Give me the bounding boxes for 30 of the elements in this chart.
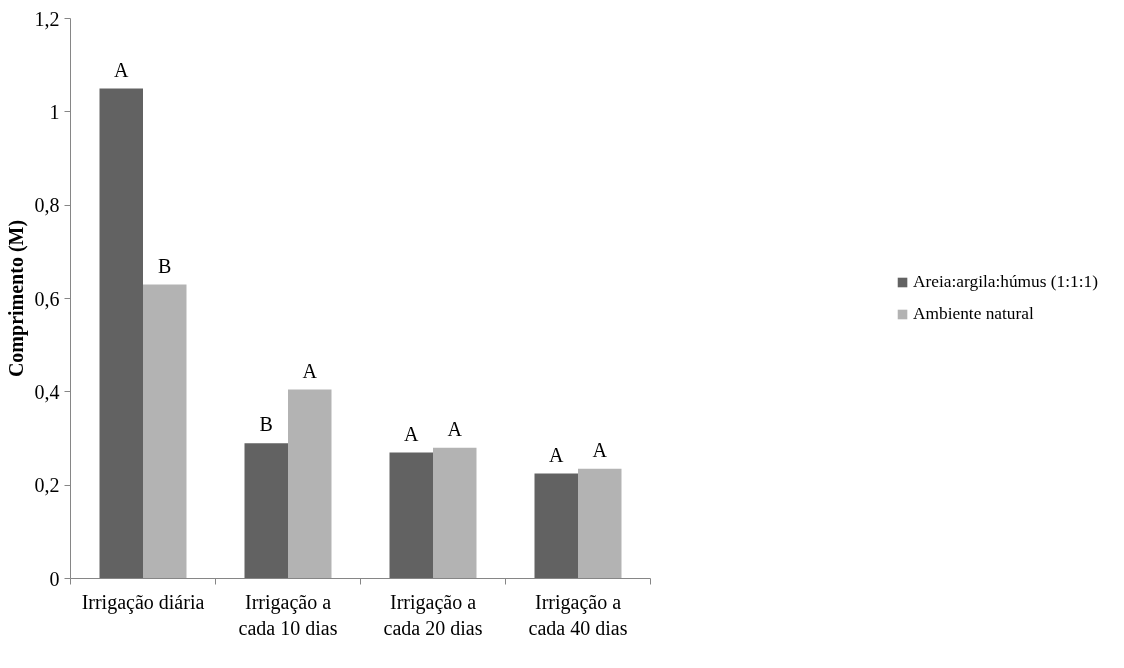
y-tick-label: 1 xyxy=(49,100,60,123)
x-tick-label: Irrigação a cada 10 dias xyxy=(238,590,338,639)
bar xyxy=(389,452,433,579)
legend-label: Ambiente natural xyxy=(913,304,1034,324)
data-label: A xyxy=(302,359,318,382)
bar xyxy=(578,468,622,579)
data-label: B xyxy=(158,254,172,277)
data-label: A xyxy=(114,58,130,81)
data-label: A xyxy=(447,417,463,440)
y-tick-label: 0,4 xyxy=(34,380,60,403)
x-tick-label: Irrigação a cada 40 dias xyxy=(528,590,628,639)
x-tick-label: Irrigação a cada 20 dias xyxy=(383,590,483,639)
y-tick-label: 0,6 xyxy=(34,287,60,310)
y-axis-title: Comprimento (M) xyxy=(4,219,28,378)
bar xyxy=(143,284,187,579)
bar xyxy=(433,447,477,579)
y-tick-label: 0 xyxy=(49,567,60,590)
legend-label: Areia:argila:húmus (1:1:1) xyxy=(913,272,1098,292)
data-label: A xyxy=(549,443,565,466)
data-label: A xyxy=(404,422,420,445)
y-tick-label: 0,2 xyxy=(34,474,60,497)
bar xyxy=(244,443,288,579)
y-tick-label: 0,8 xyxy=(34,194,60,217)
bar xyxy=(534,473,578,579)
bar xyxy=(99,88,143,579)
data-label: B xyxy=(259,413,273,436)
y-tick-label: 1,2 xyxy=(34,7,60,30)
bar xyxy=(288,389,332,579)
x-tick-label: Irrigação diária xyxy=(81,590,205,614)
data-label: A xyxy=(592,438,608,461)
